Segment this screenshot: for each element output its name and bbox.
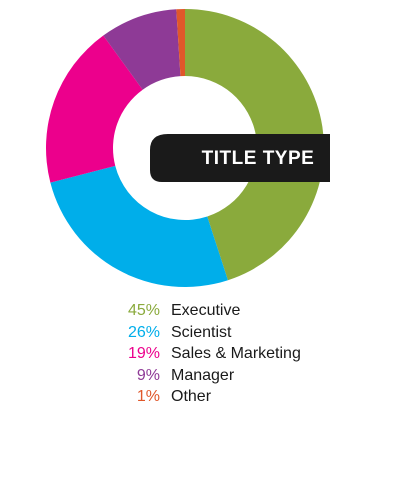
legend-label: Other [171,388,212,405]
slice-other [176,9,185,77]
legend-item-other: 1% Other [108,386,301,408]
title-badge-shape [150,134,330,182]
legend-label: Scientist [171,323,232,341]
legend-item-executive: 45% Executive [108,300,301,322]
slice-executive [185,9,325,281]
title-badge: TITLE TYPE [150,134,330,182]
legend-label: Manager [171,366,235,384]
legend-item-manager: 9% Manager [108,365,301,387]
legend-percent: 45% [127,302,160,319]
slice-manager [103,9,181,90]
slice-sales-marketing [46,35,143,183]
legend-item-sales-marketing: 19% Sales & Marketing [108,343,301,365]
legend-label: Sales & Marketing [171,345,301,362]
donut-slices [46,9,325,288]
legend: 45% Executive 26% Scientist 19% Sales & … [108,300,301,408]
legend-percent: 9% [136,366,160,384]
legend-percent: 19% [127,345,160,362]
slice-scientist [50,165,228,288]
chart-title: TITLE TYPE [202,148,315,169]
legend-percent: 1% [136,388,160,405]
legend-label: Executive [171,302,241,319]
legend-item-scientist: 26% Scientist [108,322,301,344]
legend-percent: 26% [127,323,160,341]
